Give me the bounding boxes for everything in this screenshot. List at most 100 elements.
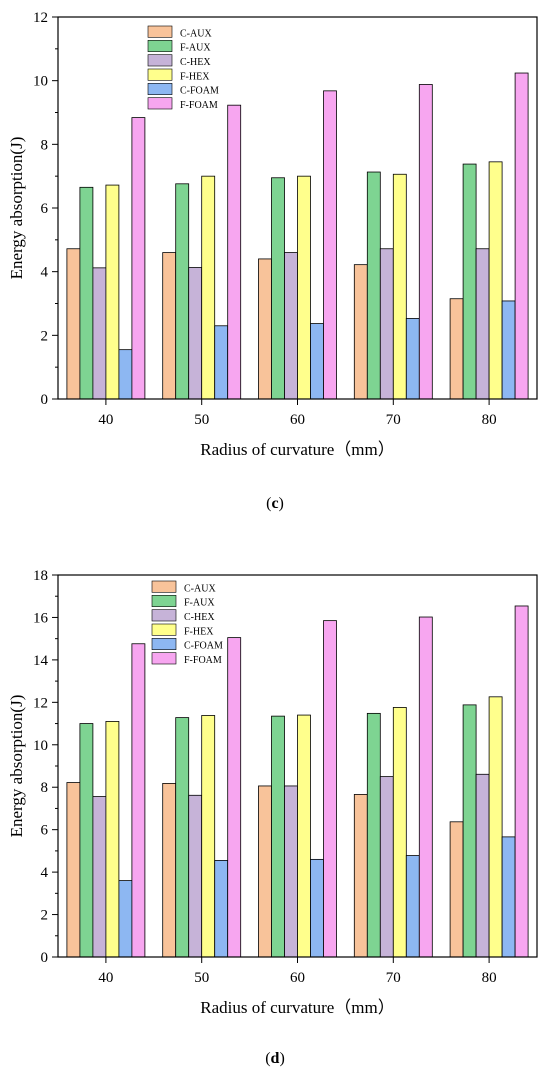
legend-swatch-f-hex xyxy=(147,68,173,81)
bar-c-foam-70 xyxy=(405,318,420,400)
bar-f-foam-60 xyxy=(323,90,337,400)
bar-c-hex-50 xyxy=(188,794,203,958)
bar-c-hex-50 xyxy=(188,267,203,400)
y-tick-label: 2 xyxy=(41,908,49,924)
bar-c-foam-40 xyxy=(118,880,133,958)
legend-label: F-HEX xyxy=(180,71,210,82)
y-tick-label: 0 xyxy=(41,950,49,966)
y-tick-label: 4 xyxy=(41,265,49,281)
legend-label: F-AUX xyxy=(180,43,211,54)
y-tick-label: 8 xyxy=(41,137,49,153)
legend-swatch-c-hex xyxy=(151,609,177,622)
legend-label: F-AUX xyxy=(184,598,215,609)
bar-f-foam-80 xyxy=(514,72,529,400)
panel-caption: (c) xyxy=(266,495,284,512)
x-axis-title: Radius of curvature（mm） xyxy=(200,998,395,1017)
caption-open: ( xyxy=(265,1050,270,1067)
legend-label: C-AUX xyxy=(180,28,212,39)
chart-panel-d: 0 2 4 6 8 10 12 14 16 18 40 50 60 70 80 Radius of curva… xyxy=(7,568,538,1067)
y-tick-label: 10 xyxy=(33,738,48,754)
bar-c-foam-50 xyxy=(214,325,229,400)
bar-c-aux-80 xyxy=(449,298,464,400)
legend: C-AUX F-AUX C-HEX F-HEX C-FOAM F-FOAM xyxy=(151,580,223,666)
legend-swatch-c-aux xyxy=(147,25,173,38)
legend-swatch-c-foam xyxy=(151,638,177,650)
caption-close: ) xyxy=(279,1050,284,1067)
bar-c-foam-70 xyxy=(405,855,420,958)
x-tick-label: 50 xyxy=(194,412,209,428)
bar-f-aux-70 xyxy=(366,171,381,400)
legend: C-AUX F-AUX C-HEX F-HEX C-FOAM F-FOAM xyxy=(147,25,219,111)
legend-swatch-f-hex xyxy=(151,623,177,636)
legend-label: F-FOAM xyxy=(180,100,218,111)
bar-f-foam-40 xyxy=(131,643,146,958)
bar-f-foam-70 xyxy=(418,84,433,400)
bar-f-foam-50 xyxy=(227,104,242,400)
bar-f-aux-60 xyxy=(271,177,285,400)
legend-label: F-FOAM xyxy=(184,655,222,666)
legend-label: C-AUX xyxy=(184,583,216,594)
bar-c-aux-50 xyxy=(162,783,177,958)
bar-f-foam-60 xyxy=(323,620,337,958)
panel-caption: (d) xyxy=(265,1050,285,1067)
bar-c-aux-50 xyxy=(162,252,177,400)
legend-label: C-HEX xyxy=(180,57,211,68)
legend-swatch-f-foam xyxy=(151,652,177,665)
bar-c-foam-60 xyxy=(310,858,324,958)
x-axis-title: Radius of curvature（mm） xyxy=(200,440,395,459)
legend-label: C-FOAM xyxy=(184,641,223,652)
bar-c-hex-80 xyxy=(475,248,490,400)
caption-close: ) xyxy=(279,495,284,512)
y-tick-label: 0 xyxy=(41,392,49,408)
x-tick-label: 80 xyxy=(482,412,497,428)
bar-c-aux-70 xyxy=(353,264,368,400)
bar-f-foam-70 xyxy=(418,616,433,958)
bar-c-aux-60 xyxy=(258,258,272,400)
y-tick-label: 14 xyxy=(33,653,49,669)
x-tick-label: 50 xyxy=(194,970,209,986)
y-tick-label: 6 xyxy=(41,201,49,217)
bar-f-hex-70 xyxy=(392,173,407,400)
bar-c-foam-60 xyxy=(310,323,324,400)
bar-f-hex-80 xyxy=(488,161,503,400)
y-tick-label: 4 xyxy=(41,865,49,881)
legend-label: C-FOAM xyxy=(180,86,219,97)
bar-f-foam-40 xyxy=(131,117,146,400)
bar-f-foam-80 xyxy=(514,605,529,958)
x-tick-label: 80 xyxy=(482,970,497,986)
bar-c-hex-40 xyxy=(92,796,107,958)
caption-letter: d xyxy=(271,1050,280,1067)
bar-f-foam-50 xyxy=(227,637,242,958)
bar-c-hex-70 xyxy=(379,776,394,958)
y-tick-label: 8 xyxy=(41,780,49,796)
bar-f-hex-70 xyxy=(392,707,407,958)
y-tick-label: 10 xyxy=(33,74,48,90)
bar-f-aux-50 xyxy=(175,717,190,958)
bar-c-aux-40 xyxy=(66,782,81,958)
bar-f-aux-40 xyxy=(79,186,94,400)
chart-panel-c: 0 2 4 6 8 10 12 40 50 60 70 80 Radius of curvature（m… xyxy=(7,10,538,512)
legend-swatch-c-hex xyxy=(147,54,173,67)
bar-f-hex-60 xyxy=(297,714,311,958)
y-tick-label: 12 xyxy=(33,695,48,711)
y-axis-title: Energy absorption(J) xyxy=(7,695,26,838)
x-tick-label: 40 xyxy=(98,970,113,986)
bar-c-aux-70 xyxy=(353,794,368,958)
bar-f-aux-60 xyxy=(271,715,285,958)
bar-f-hex-40 xyxy=(105,721,120,958)
bar-f-aux-70 xyxy=(366,712,381,958)
legend-label: F-HEX xyxy=(184,626,214,637)
bar-c-foam-80 xyxy=(501,836,516,958)
caption-letter: c xyxy=(271,495,278,512)
legend-swatch-c-foam xyxy=(147,83,173,95)
bar-c-hex-40 xyxy=(92,267,107,400)
bar-c-foam-40 xyxy=(118,349,133,400)
x-tick-label: 70 xyxy=(386,970,401,986)
legend-swatch-f-aux xyxy=(147,40,173,52)
y-tick-label: 6 xyxy=(41,823,49,839)
bar-f-aux-50 xyxy=(175,183,190,400)
x-tick-label: 40 xyxy=(98,412,113,428)
bar-c-aux-40 xyxy=(66,248,81,400)
bar-c-aux-80 xyxy=(449,821,464,958)
